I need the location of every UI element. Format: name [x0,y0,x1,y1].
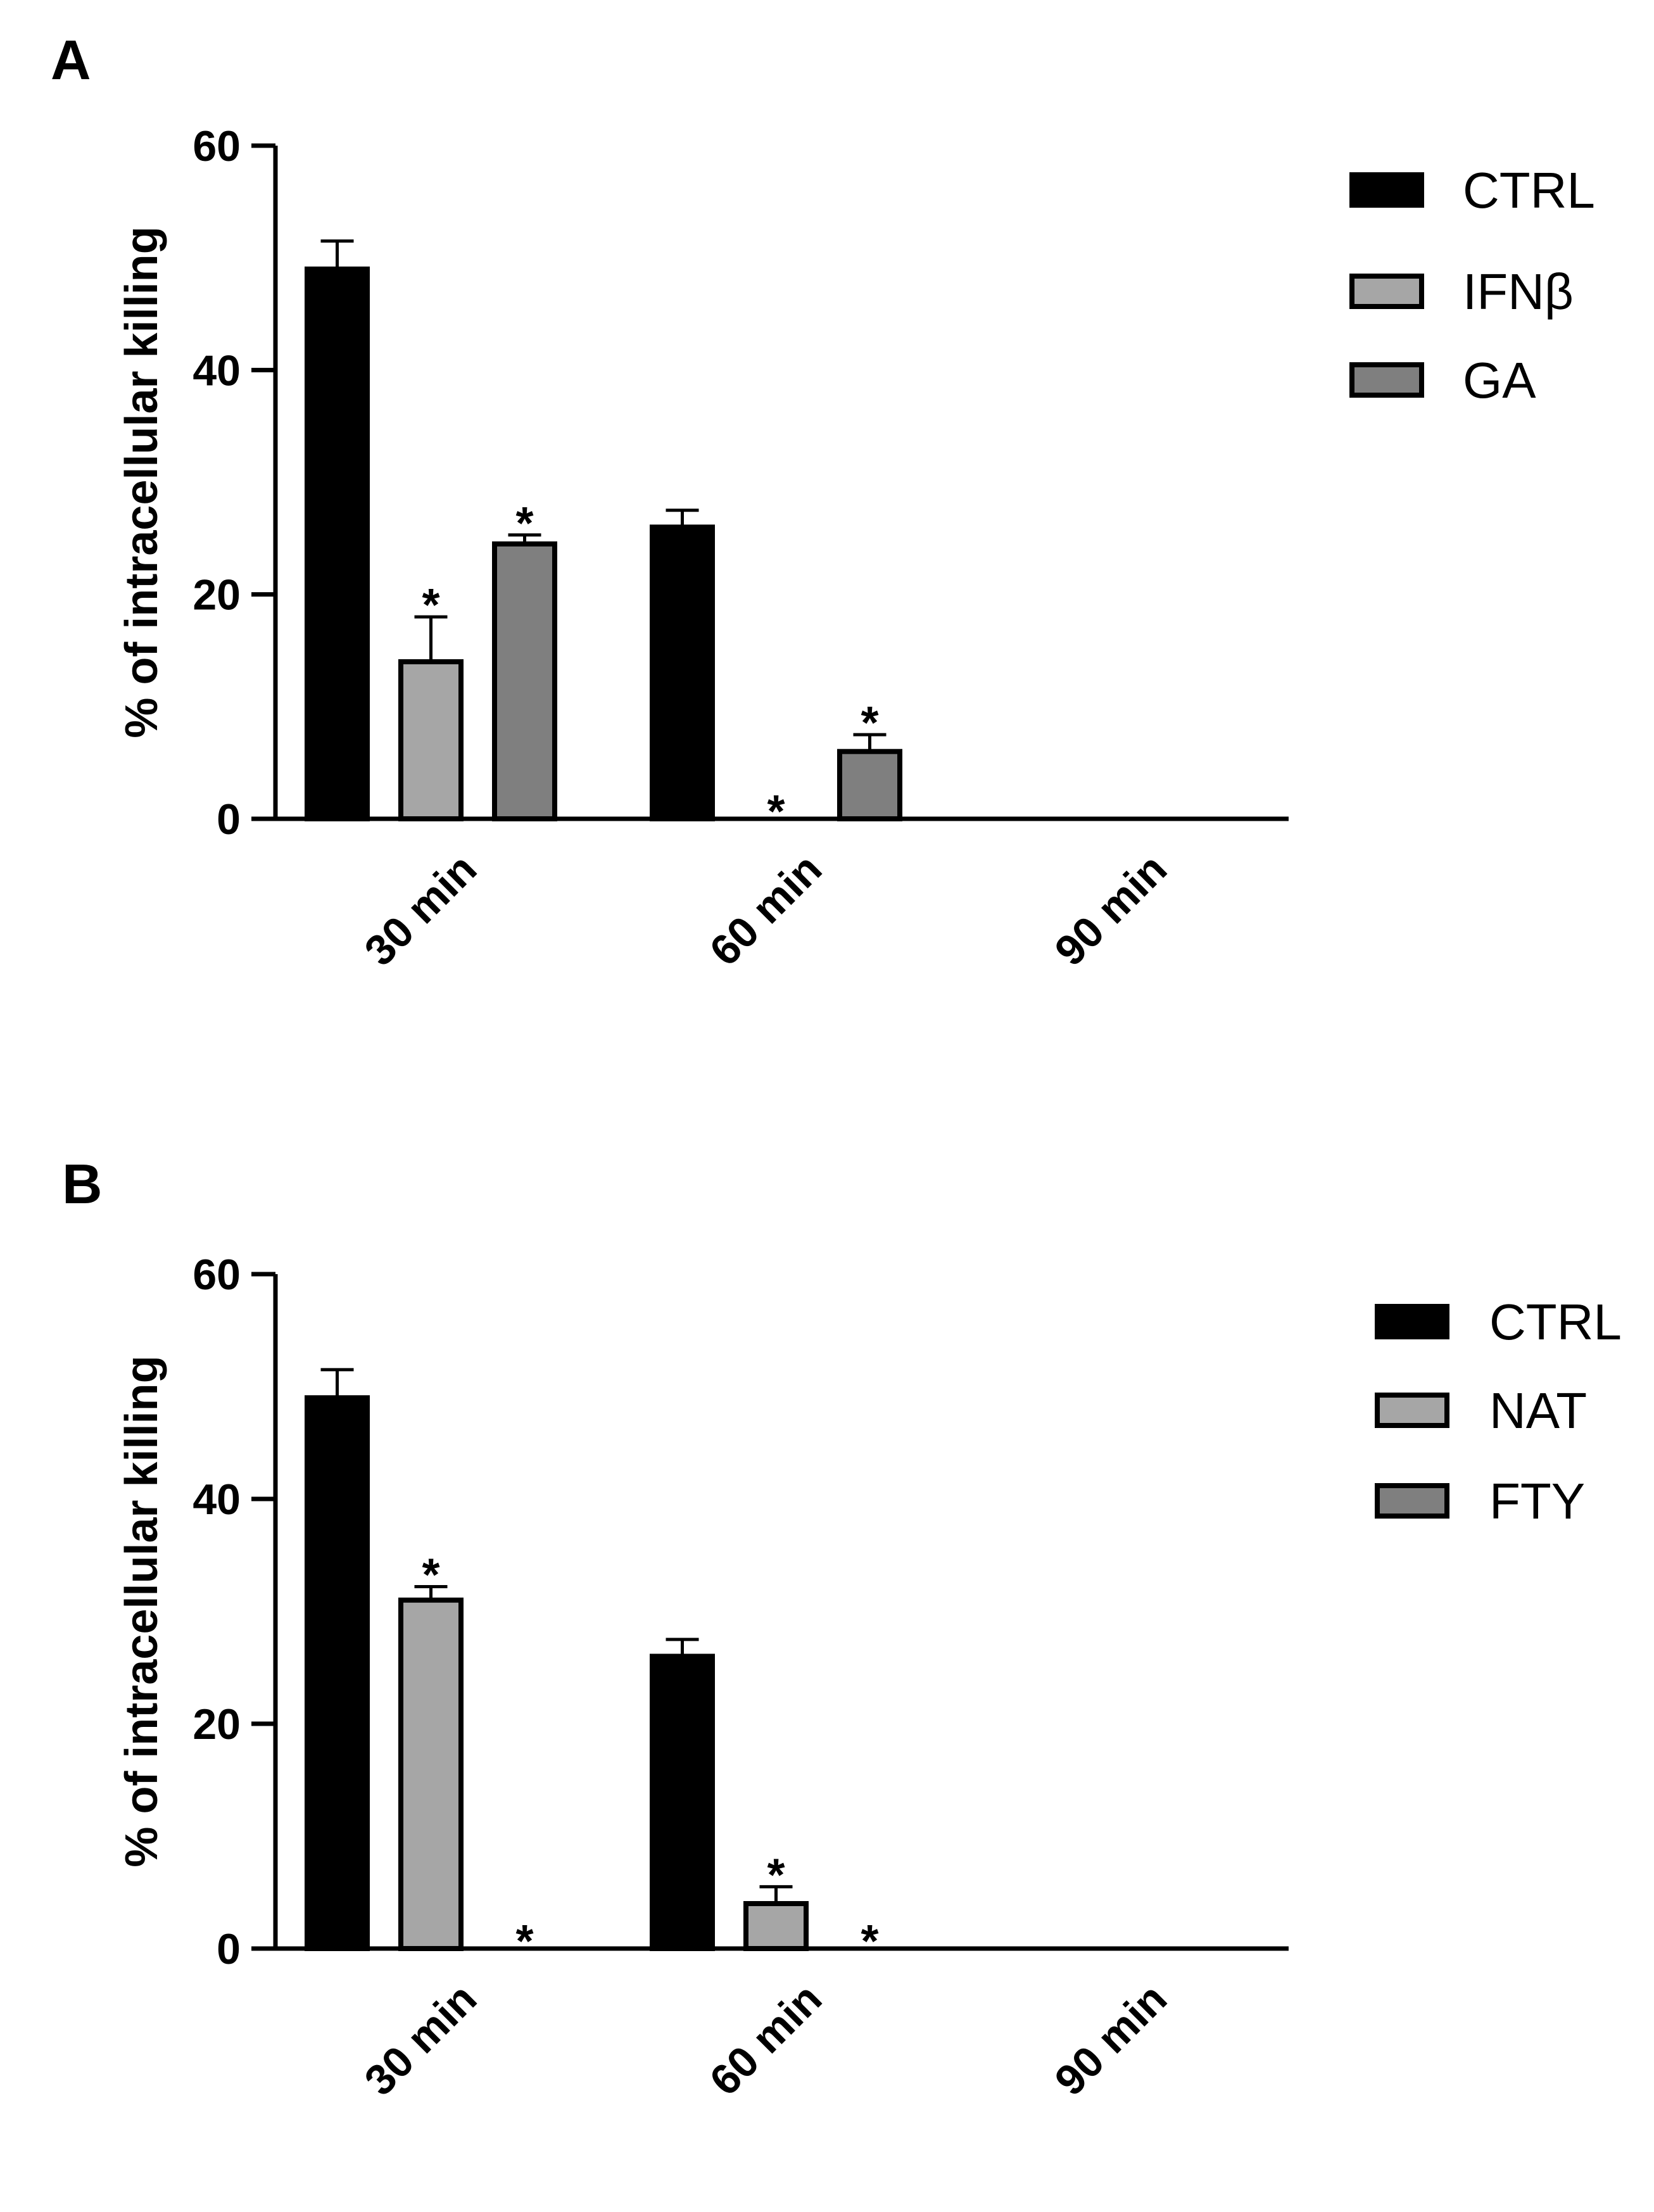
bar-ctrl-30-min [305,266,370,821]
significance-marker: * [767,1850,785,1900]
bar-ga-30-min [492,541,557,821]
legend-swatch [1349,172,1424,208]
y-tick-label: 40 [193,1476,241,1524]
category-label: 60 min [700,1975,831,2105]
significance-marker: * [515,1916,533,1967]
legend-swatch [1349,274,1424,309]
legend-label: IFNβ [1463,263,1574,320]
category-label: 60 min [700,845,831,975]
significance-marker: * [422,580,439,631]
bar-nat-60-min [743,1901,809,1951]
legend-label: NAT [1489,1382,1587,1439]
y-tick-label: 40 [193,346,241,395]
legend-label: GA [1463,352,1536,408]
y-tick-label: 60 [193,122,241,170]
bar-ctrl-60-min [650,524,715,821]
y-tick-label: 0 [217,795,241,844]
panel-b-chart: B 0 20 40 60 % of intracellular killing * * * * 30… [62,1153,1622,2105]
category-label: 90 min [1045,1975,1176,2105]
bar-ctrl-60-min [650,1653,715,1951]
y-axis-title: % of intracellular killing [117,226,167,738]
bar-ifnβ-30-min [398,659,464,822]
legend-swatch [1375,1304,1449,1339]
y-tick-label: 20 [193,571,241,619]
significance-marker: * [861,1916,878,1967]
legend-swatch [1349,362,1424,398]
legend-label: FTY [1489,1473,1585,1529]
bar-ga-60-min [837,749,902,821]
significance-marker: * [422,1550,439,1600]
category-label: 30 min [355,845,486,975]
significance-marker: * [861,698,878,749]
panel-letter: B [62,1153,103,1215]
legend-swatch [1375,1393,1449,1428]
category-label: 30 min [355,1975,486,2105]
category-label: 90 min [1045,845,1176,975]
y-tick-label: 60 [193,1251,241,1299]
y-axis-title: % of intracellular killing [117,1355,167,1867]
bar-ctrl-30-min [305,1395,370,1951]
legend-swatch [1375,1483,1449,1519]
significance-marker: * [767,787,785,837]
y-tick-label: 0 [217,1925,241,1973]
legend-label: CTRL [1463,162,1595,218]
panel-a-chart: A 0 20 40 60 % of intracellular killing * * * * 30… [51,28,1595,975]
y-tick-label: 20 [193,1700,241,1748]
bar-nat-30-min [398,1597,464,1951]
legend-label: CTRL [1489,1294,1622,1350]
significance-marker: * [515,498,533,549]
panel-letter: A [51,28,91,91]
